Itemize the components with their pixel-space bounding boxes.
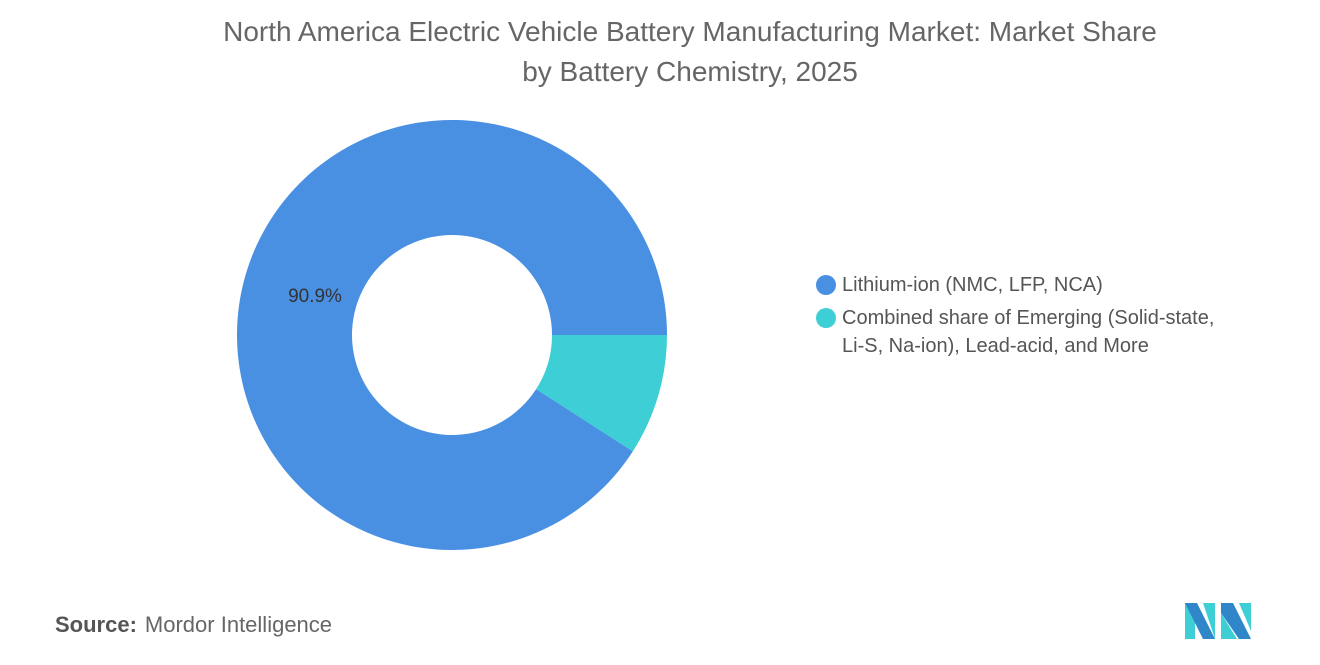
source-label: Source: bbox=[55, 612, 137, 637]
chart-title-line-2: by Battery Chemistry, 2025 bbox=[522, 56, 858, 87]
donut-slice-1 bbox=[536, 335, 667, 452]
chart-title: North America Electric Vehicle Battery M… bbox=[0, 12, 1320, 92]
source-note: Source: Mordor Intelligence bbox=[55, 612, 332, 638]
source-value: Mordor Intelligence bbox=[144, 612, 333, 637]
legend-swatch bbox=[816, 275, 836, 295]
legend-swatch bbox=[816, 308, 836, 328]
legend-item-lithium-ion: Lithium-ion (NMC, LFP, NCA) bbox=[816, 271, 1302, 299]
mordor-intelligence-logo bbox=[1185, 603, 1251, 639]
legend-label: Lithium-ion (NMC, LFP, NCA) bbox=[842, 274, 1103, 296]
donut-slice-0 bbox=[237, 119, 668, 550]
data-label-0: 90.9% bbox=[288, 286, 342, 307]
legend-item-others: Combined share of Emerging (Solid-state,… bbox=[816, 304, 1302, 360]
chart-title-line-1: North America Electric Vehicle Battery M… bbox=[223, 16, 1157, 47]
legend-label-line-2: Li-S, Na-ion), Lead-acid, and More bbox=[842, 335, 1149, 357]
legend-label-line-1: Combined share of Emerging (Solid-state, bbox=[842, 307, 1215, 329]
